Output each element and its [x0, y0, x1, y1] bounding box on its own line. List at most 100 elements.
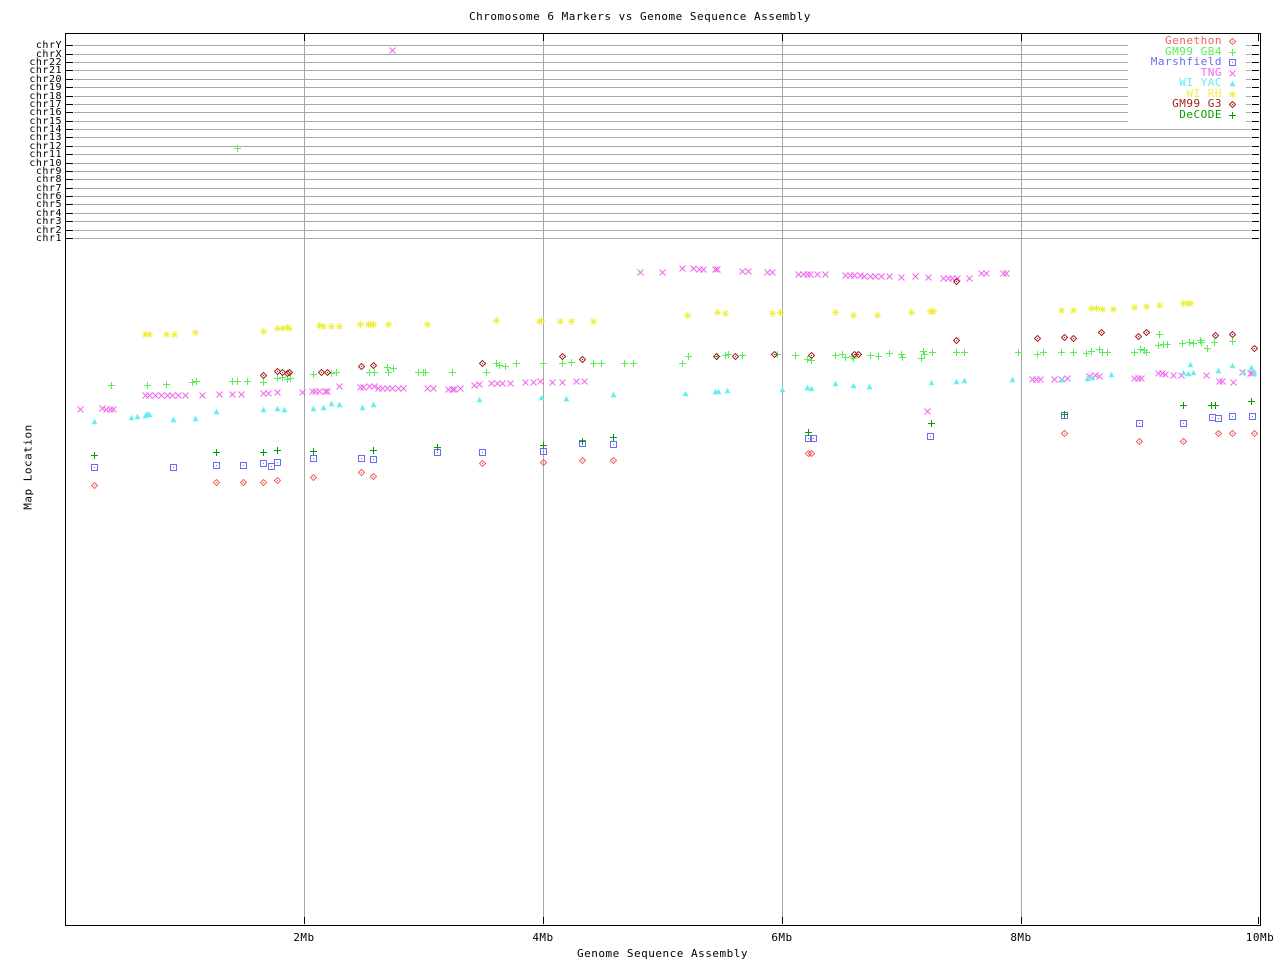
- y-category-label-chr6: chr6: [35, 191, 62, 202]
- legend-item-genethon: Genethon: [1128, 35, 1246, 47]
- marker-decode: [213, 448, 221, 456]
- marker-wi-rh: [1088, 304, 1095, 312]
- y-category-label-chr4: chr4: [35, 208, 62, 219]
- marker-wi-yac: [779, 386, 785, 392]
- marker-wi-yac: [724, 387, 730, 393]
- y-tick-left: [66, 171, 73, 172]
- marker-decode: [539, 441, 547, 449]
- y-tick-right: [1252, 163, 1259, 164]
- marker-decode: [804, 428, 812, 436]
- marker-marshfield: [1229, 412, 1236, 420]
- marker-gm99-gb4: [1156, 330, 1164, 338]
- marker-gm99-gb4: [327, 369, 335, 377]
- marker-gm99-gb4: [192, 377, 200, 385]
- marker-gm99-gb4: [244, 377, 252, 385]
- y-tick-right: [1252, 54, 1259, 55]
- h-gridline: [74, 213, 1251, 214]
- marker-tng: [659, 268, 666, 276]
- marker-wi-yac: [310, 405, 317, 411]
- marker-wi-rh: [538, 316, 546, 324]
- y-tick-left: [66, 129, 73, 130]
- y-tick-right: [1252, 62, 1259, 63]
- y-tick-left: [66, 213, 73, 214]
- marker-gm99-gb4: [866, 351, 874, 359]
- y-tick-right: [1252, 96, 1259, 97]
- marker-tng: [1051, 375, 1058, 383]
- marker-gm99-gb4: [841, 353, 849, 361]
- marker-genethon: [274, 476, 282, 484]
- legend-marker-tng: [1229, 69, 1236, 77]
- x-tick-bottom: [782, 917, 783, 924]
- marker-tng: [711, 265, 719, 273]
- marker-decode: [310, 447, 318, 455]
- y-tick-right: [1252, 171, 1259, 172]
- v-gridline: [1021, 34, 1022, 924]
- marker-tng: [169, 391, 176, 399]
- h-gridline: [74, 112, 1251, 113]
- marker-wi-yac: [866, 383, 873, 389]
- marker-wi-rh: [356, 320, 364, 328]
- y-tick-right: [1252, 121, 1259, 122]
- marker-decode: [578, 437, 586, 445]
- marker-tng: [537, 377, 544, 385]
- marker-gm99-gb4: [1131, 348, 1139, 356]
- marker-genethon: [578, 456, 586, 464]
- marker-wi-yac: [682, 390, 689, 396]
- y-tick-left: [66, 137, 73, 138]
- marker-tng: [164, 391, 172, 399]
- h-gridline: [74, 196, 1251, 197]
- marker-gm99-gb4: [899, 353, 907, 361]
- marker-wi-rh: [283, 323, 291, 331]
- marker-gm99-gb4: [620, 359, 628, 367]
- legend-item-tng: TNG: [1128, 65, 1246, 79]
- h-gridline: [74, 87, 1251, 88]
- marker-tng: [451, 385, 458, 393]
- marker-tng: [146, 391, 154, 399]
- y-tick-left: [66, 196, 73, 197]
- y-tick-left: [66, 154, 73, 155]
- marker-wi-yac: [1089, 374, 1096, 380]
- legend-label-tng: TNG: [1200, 65, 1222, 79]
- legend-label-gm99-g3: GM99 G3: [1172, 97, 1222, 110]
- x-tick-label: 6Mb: [771, 931, 793, 944]
- marker-genethon: [1250, 429, 1258, 437]
- marker-tng: [549, 378, 556, 386]
- marker-wi-yac: [804, 384, 810, 390]
- marker-wi-rh: [684, 311, 692, 319]
- marker-tng: [494, 379, 501, 387]
- marker-wi-yac: [129, 414, 135, 420]
- marker-gm99-g3: [478, 359, 486, 367]
- y-tick-right: [1252, 238, 1259, 239]
- marker-tng: [423, 384, 431, 392]
- y-tick-left: [66, 70, 73, 71]
- marker-gm99-gb4: [1142, 348, 1150, 356]
- marker-marshfield: [610, 440, 617, 448]
- marker-tng: [1230, 378, 1238, 386]
- marker-wi-yac: [146, 411, 153, 417]
- marker-marshfield: [434, 448, 442, 456]
- marker-gm99-gb4: [492, 359, 500, 367]
- y-tick-left: [66, 238, 73, 239]
- marker-gm99-gb4: [1189, 339, 1197, 347]
- marker-decode: [1212, 401, 1220, 409]
- plot-border: [65, 33, 1261, 926]
- marker-tng: [371, 382, 378, 390]
- marker-gm99-gb4: [1197, 338, 1205, 346]
- marker-gm99-g3: [1097, 328, 1105, 336]
- marker-marshfield: [809, 434, 817, 442]
- marker-tng: [1219, 377, 1227, 385]
- marker-decode: [91, 451, 99, 459]
- marker-marshfield: [357, 454, 365, 462]
- marker-gm99-g3: [274, 367, 282, 375]
- legend-marker-wi-rh: [1229, 90, 1236, 98]
- chart-title: Chromosome 6 Markers vs Genome Sequence …: [469, 10, 811, 23]
- marker-tng: [384, 384, 391, 392]
- marker-tng: [982, 269, 990, 277]
- y-tick-right: [1252, 188, 1259, 189]
- legend-marker-decode: [1229, 111, 1236, 119]
- h-gridline: [74, 104, 1251, 105]
- marker-wi-rh: [874, 311, 882, 319]
- marker-gm99-gb4: [875, 352, 883, 360]
- marker-gm99-gb4: [630, 359, 638, 367]
- marker-wi-yac: [370, 401, 377, 407]
